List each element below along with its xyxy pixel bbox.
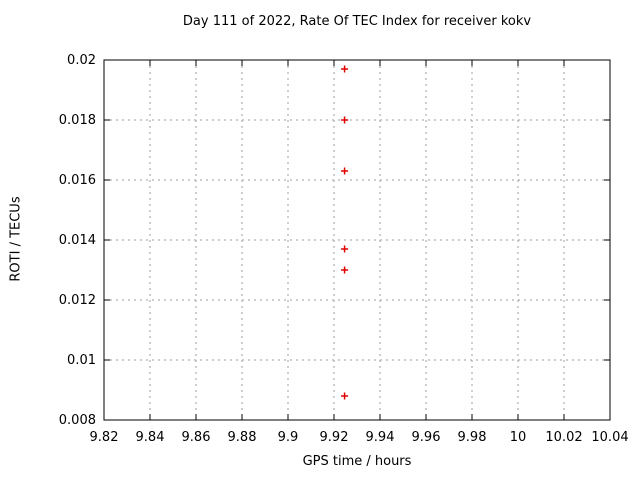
x-tick-label: 9.98 — [458, 430, 487, 445]
data-point-marker — [341, 245, 349, 253]
chart-title: Day 111 of 2022, Rate Of TEC Index for r… — [182, 14, 532, 29]
x-tick-label: 9.92 — [320, 430, 349, 445]
x-axis-label: GPS time / hours — [302, 454, 412, 469]
data-point-marker — [341, 392, 349, 400]
data-point-marker — [341, 167, 349, 175]
x-tick-label: 9.94 — [366, 430, 395, 445]
y-tick-label: 0.01 — [67, 353, 96, 368]
x-tick-label: 10 — [510, 430, 527, 445]
y-tick-label: 0.012 — [59, 293, 96, 308]
x-tick-label: 9.86 — [182, 430, 211, 445]
x-tick-label: 10.02 — [545, 430, 582, 445]
x-tick-label: 10.04 — [591, 430, 628, 445]
data-point-marker — [341, 116, 349, 124]
x-tick-label: 9.96 — [412, 430, 441, 445]
x-tick-label: 9.82 — [90, 430, 119, 445]
x-tick-label: 9.9 — [278, 430, 299, 445]
x-tick-label: 9.84 — [136, 430, 165, 445]
data-point-marker — [341, 266, 349, 274]
y-tick-label: 0.016 — [59, 173, 96, 188]
y-tick-label: 0.008 — [59, 413, 96, 428]
y-tick-label: 0.018 — [59, 113, 96, 128]
data-point-marker — [341, 65, 349, 73]
y-tick-label: 0.02 — [67, 53, 96, 68]
x-tick-label: 9.88 — [228, 430, 257, 445]
y-tick-label: 0.014 — [59, 233, 96, 248]
